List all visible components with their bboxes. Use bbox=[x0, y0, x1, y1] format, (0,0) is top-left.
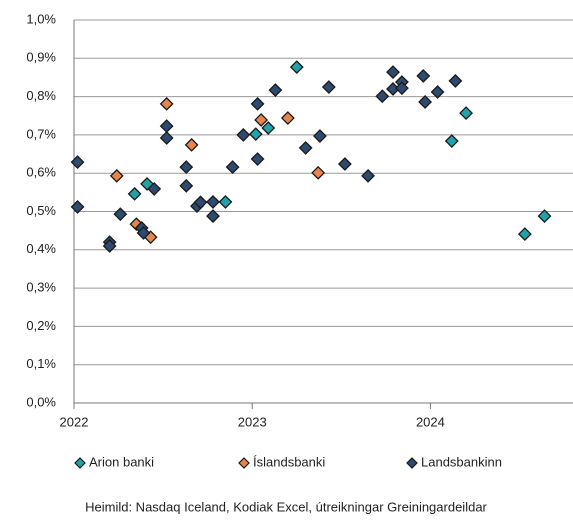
point bbox=[394, 81, 409, 96]
point bbox=[206, 209, 220, 224]
y-tick-label: 0,6% bbox=[26, 165, 56, 180]
y-tick-label: 0,8% bbox=[26, 88, 56, 103]
point bbox=[159, 131, 174, 145]
point bbox=[298, 141, 313, 155]
point bbox=[140, 177, 154, 191]
point bbox=[102, 239, 117, 253]
y-tick-label: 0,7% bbox=[26, 126, 56, 141]
x-tick-label: 2024 bbox=[416, 414, 445, 429]
legend-label: Landsbankinn bbox=[421, 454, 502, 469]
point bbox=[248, 127, 263, 142]
point bbox=[418, 95, 433, 109]
point bbox=[361, 168, 375, 183]
point bbox=[280, 111, 295, 125]
point bbox=[448, 73, 463, 88]
point bbox=[113, 207, 128, 222]
point bbox=[416, 68, 431, 83]
point bbox=[250, 96, 265, 111]
point bbox=[459, 106, 473, 120]
x-tick-label: 2023 bbox=[238, 414, 267, 429]
point bbox=[127, 186, 142, 201]
legend-label: Arion banki bbox=[89, 454, 154, 469]
y-tick-label: 0,1% bbox=[26, 356, 56, 371]
point bbox=[444, 134, 459, 148]
y-tick-label: 1,0% bbox=[26, 11, 56, 26]
legend-marker bbox=[74, 457, 86, 469]
point bbox=[136, 226, 151, 240]
point bbox=[179, 178, 194, 193]
point bbox=[70, 199, 85, 214]
point bbox=[321, 80, 336, 94]
point bbox=[537, 209, 552, 224]
source-note: Heimild: Nasdaq Iceland, Kodiak Excel, ú… bbox=[85, 499, 487, 514]
point bbox=[184, 137, 199, 152]
y-tick-label: 0,2% bbox=[26, 318, 56, 333]
point bbox=[236, 127, 251, 142]
point bbox=[337, 157, 352, 171]
legend-marker bbox=[406, 457, 418, 469]
point bbox=[159, 96, 174, 111]
point bbox=[254, 113, 269, 127]
point bbox=[311, 165, 326, 180]
y-tick-label: 0,4% bbox=[26, 241, 56, 256]
y-tick-label: 0,3% bbox=[26, 280, 56, 295]
point bbox=[225, 160, 240, 174]
point bbox=[70, 155, 85, 170]
point bbox=[147, 181, 162, 196]
point bbox=[206, 195, 220, 209]
x-tick-label: 2022 bbox=[60, 414, 89, 429]
point bbox=[430, 85, 445, 99]
point bbox=[261, 121, 276, 135]
point bbox=[517, 227, 532, 242]
y-tick-label: 0,0% bbox=[26, 394, 56, 409]
legend-marker bbox=[238, 457, 250, 469]
point bbox=[179, 160, 194, 174]
y-tick-label: 0,5% bbox=[26, 203, 56, 218]
point bbox=[268, 83, 283, 98]
point bbox=[193, 195, 208, 210]
point bbox=[289, 60, 304, 75]
point bbox=[250, 152, 265, 166]
point bbox=[159, 119, 174, 134]
point bbox=[109, 168, 124, 183]
y-tick-label: 0,9% bbox=[26, 50, 56, 65]
legend-label: Íslandsbanki bbox=[253, 454, 325, 469]
point bbox=[218, 195, 233, 209]
point bbox=[375, 89, 390, 104]
point bbox=[313, 129, 327, 143]
point bbox=[386, 65, 400, 80]
